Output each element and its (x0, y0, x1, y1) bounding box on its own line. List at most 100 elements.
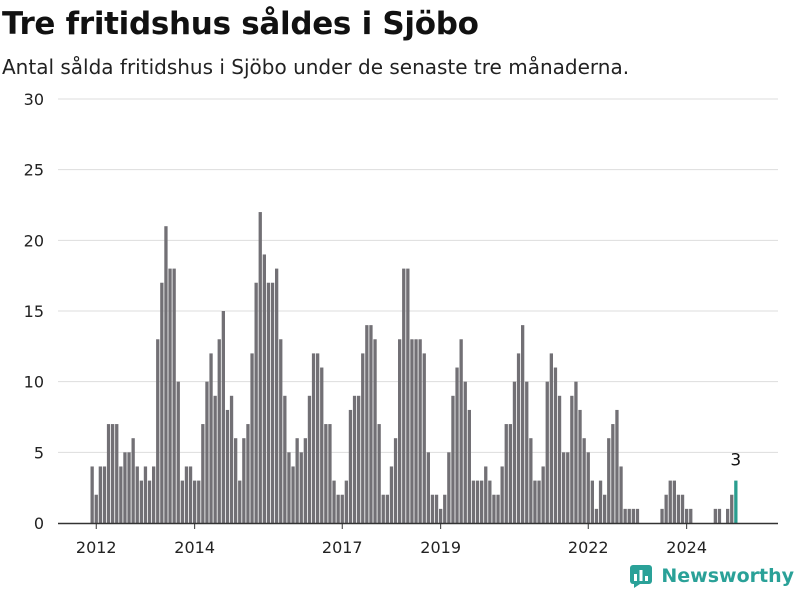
x-tick-label: 2024 (666, 538, 707, 557)
bar (713, 508, 717, 523)
bar (607, 438, 611, 523)
bar (619, 466, 623, 523)
bar (311, 353, 316, 523)
bar (283, 395, 287, 523)
y-tick-label: 20 (24, 231, 44, 250)
bar (352, 395, 357, 523)
bar (455, 367, 459, 523)
bar (668, 480, 672, 523)
bar (324, 424, 328, 523)
bar (611, 424, 615, 523)
bar (164, 226, 168, 523)
bar (562, 452, 566, 523)
bar (221, 311, 225, 523)
bar (533, 480, 537, 523)
bar (664, 494, 668, 523)
bar (139, 480, 143, 523)
bar (451, 395, 455, 523)
brand-logo: Newsworthy (629, 564, 794, 588)
bar (615, 409, 619, 523)
bar (156, 339, 160, 523)
bar (508, 424, 512, 523)
bar (488, 480, 492, 523)
chart-subtitle: Antal sålda fritidshus i Sjöbo under de … (2, 55, 630, 79)
bar (463, 381, 467, 523)
bar (537, 480, 541, 523)
bar (344, 480, 348, 523)
x-tick-label: 2012 (76, 538, 117, 557)
bar (365, 325, 369, 523)
bar (168, 268, 172, 523)
bar (521, 325, 525, 523)
bar (516, 353, 521, 523)
bar (422, 353, 426, 523)
bar (717, 508, 722, 523)
bar (594, 508, 599, 523)
bar (275, 268, 279, 523)
bar (320, 367, 324, 523)
bar (623, 508, 627, 523)
bar (94, 494, 98, 523)
bar (582, 438, 586, 523)
y-tick-label: 10 (24, 373, 44, 392)
bar (217, 339, 221, 523)
bar (603, 494, 607, 523)
bar (586, 452, 590, 523)
bar (307, 395, 312, 523)
bar (262, 254, 266, 523)
bar (398, 339, 402, 523)
bar (188, 466, 193, 523)
bar (393, 438, 398, 523)
bar (303, 438, 307, 523)
bar (270, 282, 275, 523)
bar (279, 339, 283, 523)
bar (631, 508, 635, 523)
bar (160, 282, 164, 523)
bar (406, 268, 410, 523)
bar (357, 395, 361, 523)
bar (229, 395, 234, 523)
bar (685, 508, 689, 523)
bar (447, 452, 451, 523)
chart-title: Tre fritidshus såldes i Sjöbo (2, 6, 479, 42)
bar (672, 480, 676, 523)
bar (119, 466, 123, 523)
bar (193, 480, 197, 523)
bar (377, 424, 381, 523)
x-tick-label: 2014 (174, 538, 215, 557)
bar (471, 480, 476, 523)
bar (143, 466, 148, 523)
bar (213, 395, 217, 523)
bar (291, 466, 295, 523)
y-tick-label: 25 (24, 161, 44, 180)
bar (180, 480, 184, 523)
bar (553, 367, 558, 523)
bar (430, 494, 435, 523)
bar (111, 424, 115, 523)
bar (225, 409, 230, 523)
bar (90, 466, 94, 523)
y-tick-label: 0 (34, 514, 44, 533)
bar (676, 494, 681, 523)
bar (373, 339, 377, 523)
bar (172, 268, 176, 523)
x-tick-label: 2017 (322, 538, 363, 557)
bar (549, 353, 553, 523)
bar (299, 452, 303, 523)
bar (402, 268, 406, 523)
bar (258, 212, 262, 524)
data-label: 3 (730, 451, 741, 471)
bar (287, 452, 291, 523)
bar (332, 480, 336, 523)
bar (434, 494, 439, 523)
bar (557, 395, 562, 523)
bar (152, 466, 156, 523)
bar (238, 480, 242, 523)
bar (410, 339, 414, 523)
bar (369, 325, 373, 523)
bar (127, 452, 131, 523)
bar-highlight (734, 480, 738, 523)
bar (426, 452, 430, 523)
newsworthy-logo-icon (630, 565, 653, 588)
bar (385, 494, 389, 523)
